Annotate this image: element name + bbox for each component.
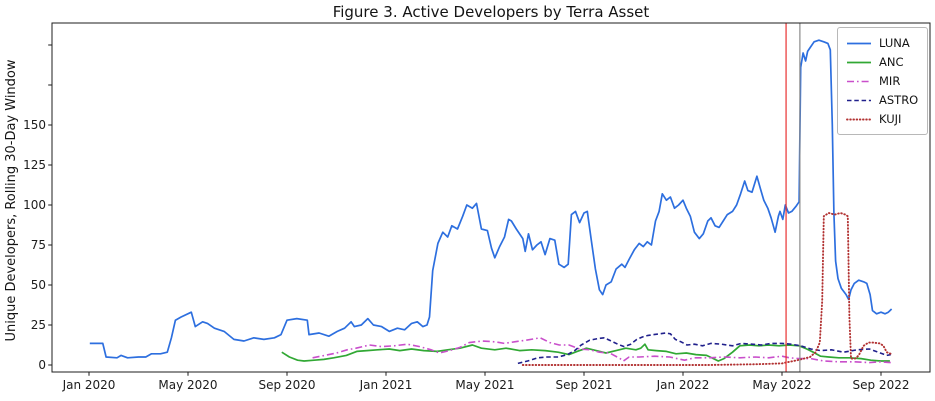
- legend-item-anc: ANC: [846, 54, 918, 70]
- series-line-mir: [312, 336, 891, 364]
- series-line-kuji: [521, 212, 892, 366]
- legend-line-sample-anc: [847, 61, 871, 63]
- plot-frame: [51, 22, 931, 373]
- x-tick-label: Jan 2020: [62, 378, 116, 392]
- series-line-astro: [517, 332, 891, 365]
- x-tick-label: Sep 2020: [258, 378, 316, 392]
- legend-label: MIR: [879, 74, 901, 88]
- legend-label: ASTRO: [879, 93, 919, 107]
- legend-item-astro: ASTRO: [846, 92, 918, 108]
- legend-item-kuji: KUJI: [846, 111, 918, 127]
- chart-title: Figure 3. Active Developers by Terra Ass…: [332, 3, 650, 21]
- y-tick-label: 0: [38, 358, 46, 372]
- legend-line-sample-kuji: [846, 118, 872, 120]
- y-tick-label: 75: [30, 238, 46, 252]
- x-tick-label: May 2022: [752, 378, 812, 392]
- x-tick-label: May 2020: [158, 378, 218, 392]
- y-tick-label: 125: [23, 158, 46, 172]
- legend: LUNA ANC MIR ASTRO KUJI: [837, 27, 929, 135]
- y-tick-label: 150: [23, 118, 46, 132]
- legend-line-sample-mir: [847, 80, 871, 82]
- y-tick-label: 50: [30, 278, 46, 292]
- series-line-luna: [89, 39, 893, 359]
- x-tick-label: Sep 2022: [852, 378, 910, 392]
- legend-label: ANC: [879, 55, 904, 69]
- legend-line-sample-astro: [847, 99, 871, 101]
- y-tick-label: 100: [23, 198, 46, 212]
- legend-label: KUJI: [879, 112, 902, 126]
- x-tick-label: Jan 2022: [656, 378, 710, 392]
- y-tick-label: 25: [30, 318, 46, 332]
- axis-ticks: [48, 44, 882, 376]
- series-lines: [89, 39, 893, 366]
- x-tick-label: May 2021: [455, 378, 515, 392]
- x-tick-label: Jan 2021: [359, 378, 413, 392]
- x-tick-label: Sep 2021: [555, 378, 613, 392]
- legend-item-luna: LUNA: [846, 35, 918, 51]
- legend-line-sample-luna: [847, 42, 871, 44]
- legend-item-mir: MIR: [846, 73, 918, 89]
- legend-label: LUNA: [879, 36, 910, 50]
